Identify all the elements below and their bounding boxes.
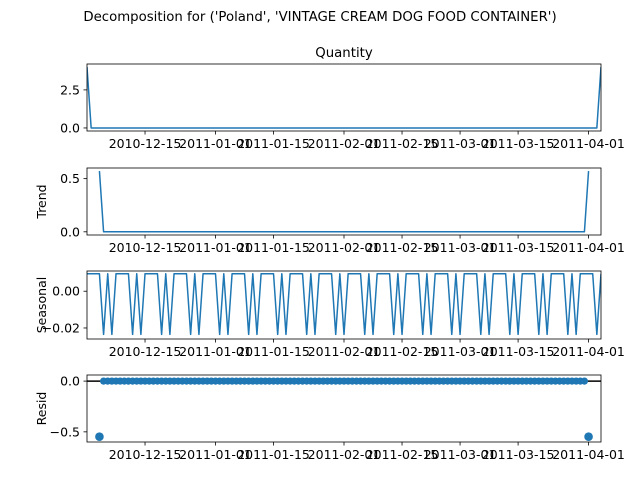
xtick-label-observed-2: 2011-01-15 [237,136,310,151]
xtick-label-seasonal-2: 2011-01-15 [237,344,310,359]
ylabel-resid: Resid [34,392,49,426]
ytick-label-seasonal-0: 0.00 [52,284,80,299]
xtick-label-trend-4: 2011-02-15 [366,240,439,255]
xtick-label-observed-7: 2011-04-01 [552,136,625,151]
xtick-label-seasonal-3: 2011-02-01 [308,344,381,359]
ytick-label-resid-1: −0.5 [50,424,80,439]
xtick-label-seasonal-7: 2011-04-01 [552,344,625,359]
xtick-label-observed-5: 2011-03-01 [424,136,497,151]
ylabel-seasonal: Seasonal [34,277,49,334]
ytick-label-observed-0: 0.0 [60,120,80,135]
panel-resid: Resid 0.0 −0.5 2010-12-152011-01-012011-01-… [34,374,625,462]
ytick-label-trend-1: 0.5 [60,171,80,186]
xtick-label-trend-0: 2010-12-15 [109,240,182,255]
xtick-label-observed-6: 2011-03-15 [482,136,555,151]
ytick-label-trend-0: 0.0 [60,224,80,239]
xtick-label-observed-1: 2011-01-01 [179,136,252,151]
panel-trend: Trend 0.0 0.5 2010-12-152011-01-012011-01-1… [34,167,625,255]
xtick-label-seasonal-4: 2011-02-15 [366,344,439,359]
xtick-label-trend-5: 2011-03-01 [424,240,497,255]
xtick-label-observed-0: 2010-12-15 [109,136,182,151]
xtick-label-trend-2: 2011-01-15 [237,240,310,255]
ytick-label-resid-0: 0.0 [60,374,80,389]
figure-suptitle: Decomposition for ('Poland', 'VINTAGE CR… [83,10,556,25]
panels-group: Quantity0.02.52010-12-152011-01-012011-0… [34,46,625,462]
ytick-label-seasonal-1: −0.02 [42,320,80,335]
xtick-label-seasonal-1: 2011-01-01 [179,344,252,359]
resid-point-118 [584,432,593,442]
xtick-label-observed-4: 2011-02-15 [366,136,439,151]
ytick-label-observed-1: 2.5 [60,82,80,97]
xtick-label-resid-4: 2011-02-15 [366,447,439,462]
panel-title-observed: Quantity [315,46,373,61]
xtick-label-resid-3: 2011-02-01 [308,447,381,462]
xtick-label-resid-6: 2011-03-15 [482,447,555,462]
panel-seasonal: Seasonal 0.00−0.022010-12-152011-01-01201… [34,270,625,359]
series-line-seasonal [87,273,601,336]
xtick-label-trend-6: 2011-03-15 [482,240,555,255]
series-line-trend [98,171,590,233]
xtick-label-resid-7: 2011-04-01 [552,447,625,462]
xtick-label-resid-5: 2011-03-01 [424,447,497,462]
axes-frame-resid [86,374,602,443]
axes-frame-seasonal [86,270,602,340]
ylabel-trend: Trend [34,184,49,219]
xtick-label-seasonal-0: 2010-12-15 [109,344,182,359]
axes-frame-trend [86,167,602,236]
resid-point-116 [580,377,589,385]
xtick-label-resid-1: 2011-01-01 [179,447,252,462]
xtick-label-observed-3: 2011-02-01 [308,136,381,151]
resid-point-117 [95,432,104,442]
xtick-label-seasonal-6: 2011-03-15 [482,344,555,359]
xtick-label-trend-3: 2011-02-01 [308,240,381,255]
xtick-label-resid-0: 2010-12-15 [109,447,182,462]
axes-frame-observed [86,63,602,132]
series-line-observed [87,66,601,129]
xtick-label-trend-1: 2011-01-01 [179,240,252,255]
panel-observed: Quantity0.02.52010-12-152011-01-012011-0… [60,46,625,151]
xtick-label-trend-7: 2011-04-01 [552,240,625,255]
xtick-label-resid-2: 2011-01-15 [237,447,310,462]
xtick-label-seasonal-5: 2011-03-01 [424,344,497,359]
